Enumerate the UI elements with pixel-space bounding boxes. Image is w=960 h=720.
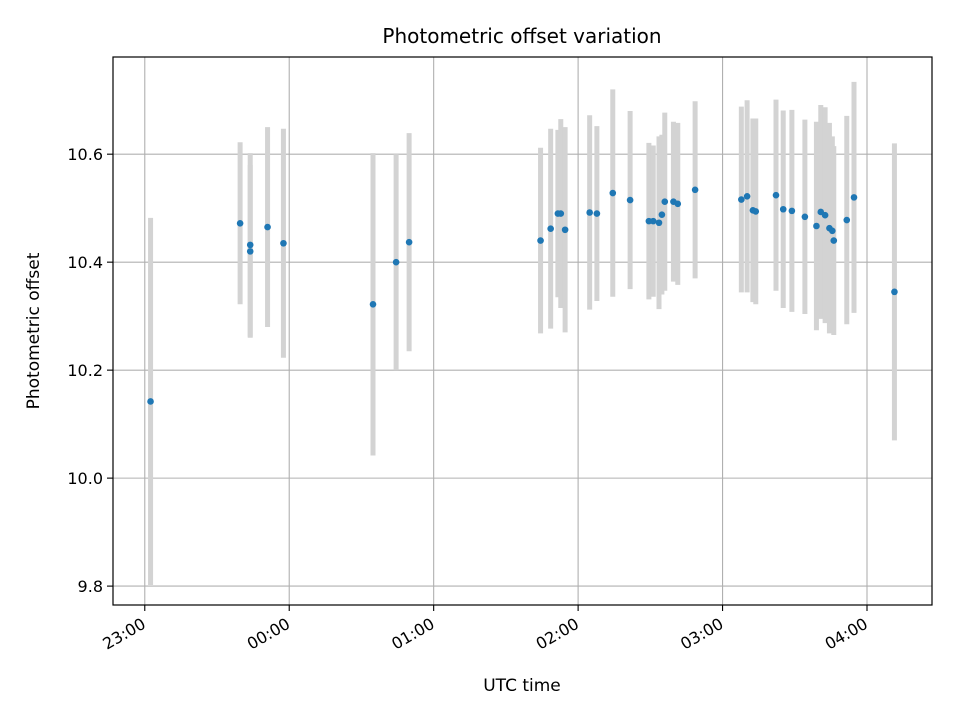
- data-point: [405, 238, 413, 246]
- data-point: [829, 227, 836, 235]
- data-point: [674, 200, 682, 208]
- y-tick-label: 10.0: [67, 469, 103, 488]
- grid-lines: [113, 57, 932, 605]
- data-point: [609, 189, 617, 197]
- data-point: [649, 217, 657, 225]
- data-point: [661, 198, 669, 205]
- data-point: [264, 223, 271, 231]
- data-point: [626, 196, 634, 204]
- data-point: [561, 226, 569, 234]
- y-axis-label: Photometric offset: [24, 252, 44, 409]
- data-point: [246, 241, 254, 249]
- data-point: [537, 237, 544, 244]
- data-point: [779, 205, 787, 213]
- data-point: [801, 213, 809, 221]
- data-point: [586, 209, 593, 216]
- data-point: [891, 288, 898, 296]
- data-point: [843, 216, 851, 224]
- data-point: [246, 248, 254, 255]
- data-point: [280, 239, 287, 247]
- y-tick-label: 10.4: [67, 253, 103, 272]
- y-axis-ticks: 9.8 10.0 10.2 10.4 10.6: [67, 145, 113, 596]
- data-point: [655, 219, 663, 227]
- data-point: [738, 196, 745, 203]
- data-point: [821, 211, 829, 219]
- data-point: [788, 207, 796, 215]
- data-point: [147, 398, 154, 405]
- data-point: [743, 192, 751, 200]
- y-tick-label: 10.2: [67, 361, 103, 380]
- plot-frame: [112, 56, 933, 606]
- x-axis-label: UTC time: [483, 676, 561, 696]
- data-point: [850, 194, 858, 201]
- data-point: [593, 210, 601, 217]
- data-point: [547, 225, 554, 232]
- data-point: [830, 237, 838, 244]
- data-point: [236, 219, 244, 227]
- y-tick-label: 9.8: [78, 577, 103, 596]
- data-point: [392, 258, 400, 266]
- data-point: [691, 186, 699, 194]
- data-point: [658, 211, 666, 218]
- data-point: [369, 300, 377, 308]
- data-point: [557, 210, 565, 217]
- y-tick-label: 10.6: [67, 145, 103, 164]
- data-point: [813, 222, 820, 230]
- plot-area: [113, 57, 932, 605]
- data-point: [772, 191, 780, 199]
- data-points: [147, 186, 898, 405]
- chart-title: Photometric offset variation: [382, 24, 661, 48]
- data-point: [752, 208, 760, 215]
